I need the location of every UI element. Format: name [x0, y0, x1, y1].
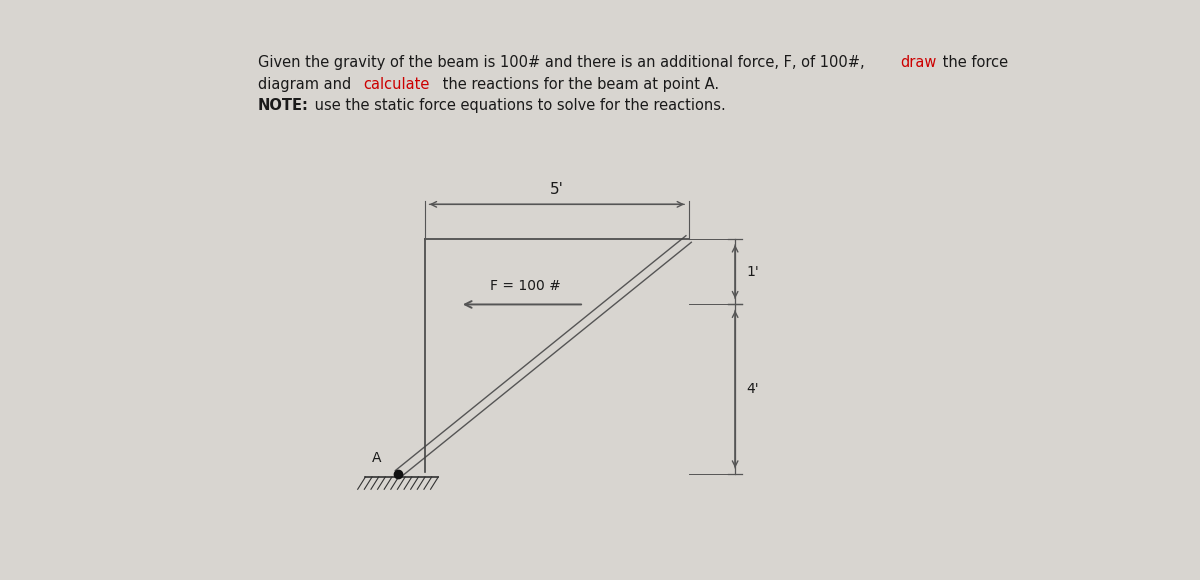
Text: 1': 1'	[746, 264, 760, 279]
Text: A: A	[372, 451, 380, 465]
Text: Given the gravity of the beam is 100# and there is an additional force, F, of 10: Given the gravity of the beam is 100# an…	[258, 55, 869, 70]
Text: the reactions for the beam at point A.: the reactions for the beam at point A.	[438, 77, 719, 92]
Text: use the static force equations to solve for the reactions.: use the static force equations to solve …	[310, 98, 725, 113]
Text: draw: draw	[900, 55, 936, 70]
Text: F = 100 #: F = 100 #	[491, 279, 562, 293]
Text: 5': 5'	[550, 182, 564, 197]
Text: diagram and: diagram and	[258, 77, 356, 92]
Text: the force: the force	[938, 55, 1008, 70]
Text: NOTE:: NOTE:	[258, 98, 308, 113]
Text: 4': 4'	[746, 382, 760, 396]
Text: calculate: calculate	[364, 77, 430, 92]
